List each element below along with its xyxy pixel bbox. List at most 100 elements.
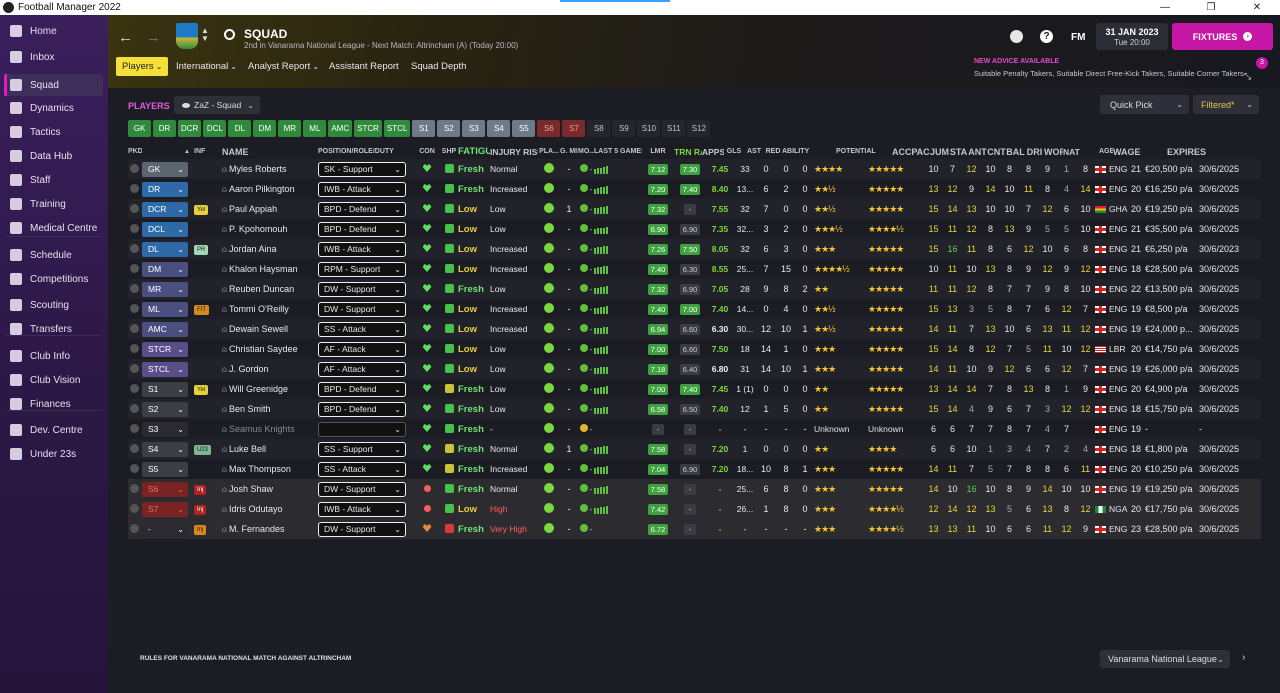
advice-count-badge[interactable]: 3 — [1256, 57, 1268, 69]
pick-checkbox[interactable] — [128, 263, 142, 275]
info-badge-fit[interactable]: FIT — [194, 305, 209, 315]
table-row[interactable]: STCR ⌄ ⍝ Christian Saydee AF - Attack ⌄ Low Lo… — [128, 339, 1261, 359]
position-filter-s4[interactable]: S4 — [487, 120, 511, 137]
pick-checkbox[interactable] — [128, 163, 142, 175]
position-filter-s9[interactable]: S9 — [612, 120, 636, 137]
column-header-name[interactable]: NAME — [222, 146, 249, 157]
sidebar-item-scouting[interactable]: Scouting — [4, 294, 103, 316]
player-name[interactable]: ⍝ Paul Appiah — [222, 204, 318, 215]
position-select[interactable]: AMC ⌄ — [142, 321, 194, 337]
column-header-trn-rat[interactable]: TRN RAT — [674, 146, 702, 157]
role-select[interactable]: DW - Support ⌄ — [318, 301, 414, 317]
role-dropdown[interactable]: BPD - Defend ⌄ — [318, 201, 406, 217]
role-select[interactable]: AF - Attack ⌄ — [318, 341, 414, 357]
advice-text[interactable]: Suitable Penalty Takers, Suitable Direct… — [974, 69, 1244, 78]
position-pill[interactable]: DCR ⌄ — [142, 201, 188, 217]
forward-arrow-icon[interactable]: → — [146, 29, 161, 46]
table-row[interactable]: S7 ⌄ Inj ⍝ Idris Odutayo IWB - Attack ⌄ Low Hig… — [128, 499, 1261, 519]
sidebar-item-medical-centre[interactable]: Medical Centre — [4, 217, 103, 239]
sidebar-item-transfers[interactable]: Transfers — [4, 318, 103, 340]
player-name-text[interactable]: Luke Bell — [229, 443, 267, 454]
game-date-button[interactable]: 31 JAN 2023 Tue 20:00 — [1096, 23, 1168, 50]
pick-checkbox[interactable] — [128, 403, 142, 415]
column-header-red[interactable]: RED — [765, 148, 781, 155]
column-header-fatigue[interactable]: FATIGUE — [458, 146, 490, 157]
position-select[interactable]: DCL ⌄ — [142, 221, 194, 237]
pick-checkbox[interactable] — [128, 243, 142, 255]
role-dropdown[interactable]: AF - Attack ⌄ — [318, 341, 406, 357]
player-name[interactable]: ⍝ Dewain Sewell — [222, 324, 318, 335]
position-filter-dcr[interactable]: DCR — [178, 120, 202, 137]
table-row[interactable]: STCL ⌄ ⍝ J. Gordon AF - Attack ⌄ Low Low - - 7.1… — [128, 359, 1261, 379]
table-row[interactable]: DR ⌄ ⍝ Aaron Pilkington IWB - Attack ⌄ Fresh I… — [128, 179, 1261, 199]
role-select[interactable]: DW - Support ⌄ — [318, 281, 414, 297]
position-select[interactable]: S7 ⌄ — [142, 501, 194, 517]
filter-button[interactable]: Filtered* ⌄ — [1193, 95, 1259, 114]
table-row[interactable]: S3 ⌄ ⍝ Seamus Knights ⌄ Fresh - - - - - - - - - - Unkn… — [128, 419, 1261, 439]
position-filter-dcl[interactable]: DCL — [203, 120, 227, 137]
role-select[interactable]: BPD - Defend ⌄ — [318, 201, 414, 217]
table-row[interactable]: S2 ⌄ ⍝ Ben Smith BPD - Defend ⌄ Fresh Low - - 6.… — [128, 399, 1261, 419]
position-filter-s3[interactable]: S3 — [462, 120, 486, 137]
column-header-expires[interactable]: EXPIRES — [1167, 146, 1207, 157]
role-dropdown[interactable]: BPD - Defend ⌄ — [318, 381, 406, 397]
fm-logo[interactable]: FM — [1071, 32, 1086, 43]
pick-checkbox[interactable] — [128, 443, 142, 455]
match-rules-label[interactable]: RULES FOR VANARAMA NATIONAL MATCH AGAINS… — [140, 655, 352, 662]
position-filter-s12[interactable]: S12 — [687, 120, 711, 137]
position-filter-s11[interactable]: S11 — [662, 120, 686, 137]
role-dropdown[interactable]: DW - Support ⌄ — [318, 281, 406, 297]
player-name[interactable]: ⍝ M. Fernandes — [222, 524, 318, 535]
pick-checkbox[interactable] — [128, 223, 142, 235]
pick-checkbox[interactable] — [128, 303, 142, 315]
role-dropdown[interactable]: RPM - Support ⌄ — [318, 261, 406, 277]
position-pill[interactable]: S5 ⌄ — [142, 461, 188, 477]
position-pill[interactable]: STCR ⌄ — [142, 341, 188, 357]
role-select[interactable]: BPD - Defend ⌄ — [318, 381, 414, 397]
info-badge-inj[interactable]: Inj — [194, 485, 207, 495]
position-filter-dl[interactable]: DL — [228, 120, 252, 137]
player-name-text[interactable]: Tommi O'Reilly — [229, 303, 289, 314]
position-filter-stcr[interactable]: STCR — [354, 120, 382, 137]
next-arrow-icon[interactable]: › — [1242, 652, 1246, 663]
position-pill[interactable]: S4 ⌄ — [142, 441, 188, 457]
player-name[interactable]: ⍝ Luke Bell — [222, 444, 318, 455]
player-name[interactable]: ⍝ J. Gordon — [222, 364, 318, 375]
player-name-text[interactable]: Max Thompson — [229, 463, 291, 474]
role-select[interactable]: DW - Support ⌄ — [318, 521, 414, 537]
role-dropdown[interactable]: IWB - Attack ⌄ — [318, 501, 406, 517]
role-select[interactable]: SS - Support ⌄ — [318, 441, 414, 457]
player-name[interactable]: ⍝ Reuben Duncan — [222, 284, 318, 295]
position-pill[interactable]: GK ⌄ — [142, 161, 188, 177]
position-pill[interactable]: MR ⌄ — [142, 281, 188, 297]
player-name[interactable]: ⍝ P. Kpohomouh — [222, 224, 318, 235]
sidebar-item-staff[interactable]: Staff — [4, 169, 103, 191]
table-row[interactable]: S5 ⌄ ⍝ Max Thompson SS - Attack ⌄ Fresh Increa… — [128, 459, 1261, 479]
position-pill[interactable]: STCL ⌄ — [142, 361, 188, 377]
role-select[interactable]: BPD - Defend ⌄ — [318, 401, 414, 417]
club-badge-icon[interactable] — [176, 23, 198, 49]
tab-players[interactable]: Players ⌄ — [116, 57, 169, 76]
help-icon[interactable]: ? — [1040, 30, 1053, 43]
close-button[interactable]: ✕ — [1252, 2, 1262, 13]
pick-checkbox[interactable] — [128, 343, 142, 355]
info-badge-u23[interactable]: U23 — [194, 445, 212, 455]
player-name-text[interactable]: Will Greenidge — [229, 383, 289, 394]
role-dropdown[interactable]: DW - Support ⌄ — [318, 481, 406, 497]
position-select[interactable]: DL ⌄ — [142, 241, 194, 257]
role-select[interactable]: DW - Support ⌄ — [318, 481, 414, 497]
position-pill[interactable]: - ⌄ — [142, 521, 188, 537]
role-dropdown[interactable]: IWB - Attack ⌄ — [318, 181, 406, 197]
player-name-text[interactable]: J. Gordon — [229, 363, 269, 374]
league-select[interactable]: Vanarama National League ⌄ — [1100, 650, 1230, 668]
column-header-inf[interactable]: INF — [194, 148, 206, 155]
column-header-apps[interactable]: APPS — [702, 146, 724, 157]
pick-checkbox[interactable] — [128, 483, 142, 495]
column-header-pkd[interactable]: PKD — [128, 148, 142, 155]
table-row[interactable]: ML ⌄ FIT ⍝ Tommi O'Reilly DW - Support ⌄ Low In… — [128, 299, 1261, 319]
column-header-mo[interactable]: MO... — [578, 148, 594, 155]
position-pill[interactable]: S3 ⌄ — [142, 421, 188, 437]
column-header-gls[interactable]: GLS — [726, 148, 742, 155]
player-name[interactable]: ⍝ Max Thompson — [222, 464, 318, 475]
role-dropdown[interactable]: SK - Support ⌄ — [318, 161, 406, 177]
